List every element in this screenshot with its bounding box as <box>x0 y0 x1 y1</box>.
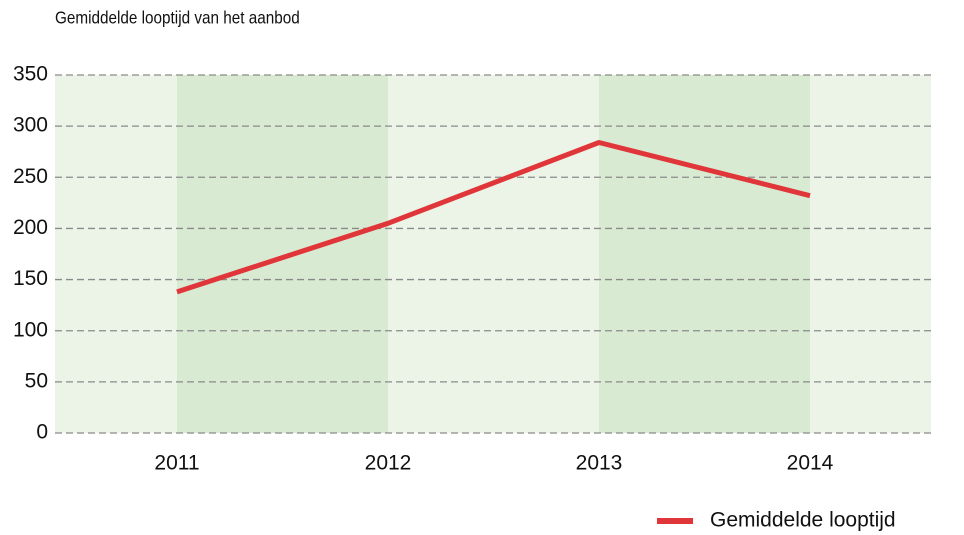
y-tick-label: 100 <box>13 318 48 341</box>
line <box>176 140 811 295</box>
y-tick-label: 50 <box>25 369 48 392</box>
y-tick-label: 350 <box>13 63 48 86</box>
x-tick-label: 2013 <box>576 452 623 475</box>
y-tick-label: 150 <box>13 267 48 290</box>
y-tick-label: 200 <box>13 216 48 239</box>
band <box>599 75 810 433</box>
x-tick-label: 2014 <box>787 452 834 475</box>
band <box>177 75 388 433</box>
y-tick-label: 300 <box>13 114 48 137</box>
x-tick-label: 2012 <box>365 452 412 475</box>
chart-title: Gemiddelde looptijd van het aanbod <box>55 8 300 28</box>
x-tick-label: 2011 <box>154 452 199 475</box>
legend-label: Gemiddelde looptijd <box>710 509 896 532</box>
y-tick-label: 0 <box>36 421 48 444</box>
y-tick-label: 250 <box>13 165 48 188</box>
